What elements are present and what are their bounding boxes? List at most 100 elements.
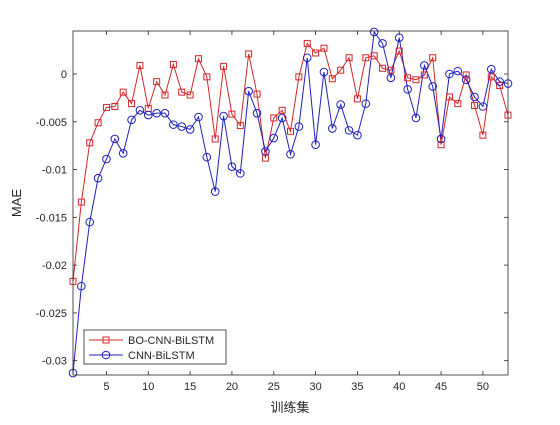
data-point-bo-cnn-bilstm bbox=[136, 61, 144, 69]
data-point-bo-cnn-bilstm bbox=[245, 50, 253, 58]
data-point-bo-cnn-bilstm bbox=[211, 135, 219, 143]
data-point-cnn-bilstm bbox=[420, 61, 429, 70]
data-point-cnn-bilstm bbox=[378, 39, 387, 48]
data-point-cnn-bilstm bbox=[353, 130, 362, 140]
x-tick-label: 5 bbox=[103, 381, 109, 393]
data-point-cnn-bilstm bbox=[160, 108, 170, 118]
data-point-bo-cnn-bilstm bbox=[295, 73, 303, 81]
x-tick-label: 20 bbox=[226, 381, 238, 393]
data-point-bo-cnn-bilstm bbox=[86, 139, 94, 147]
data-point-bo-cnn-bilstm bbox=[479, 131, 487, 139]
data-point-cnn-bilstm bbox=[336, 100, 345, 109]
data-point-bo-cnn-bilstm bbox=[496, 81, 504, 89]
data-point-bo-cnn-bilstm bbox=[471, 102, 479, 110]
data-point-cnn-bilstm bbox=[328, 124, 337, 133]
x-axis-ticks: 5 10 15 20 25 30 35 40 45 50 bbox=[103, 31, 489, 393]
data-point-cnn-bilstm bbox=[344, 126, 354, 135]
data-point-cnn-bilstm bbox=[294, 122, 304, 131]
series-line-bo-cnn-bilstm bbox=[72, 42, 509, 282]
data-point-bo-cnn-bilstm bbox=[412, 76, 420, 84]
data-point-cnn-bilstm bbox=[177, 122, 187, 131]
data-point-cnn-bilstm bbox=[361, 99, 371, 108]
data-point-bo-cnn-bilstm bbox=[370, 52, 378, 60]
data-point-cnn-bilstm bbox=[461, 75, 471, 85]
data-point-bo-cnn-bilstm bbox=[454, 100, 462, 108]
data-point-bo-cnn-bilstm bbox=[161, 91, 169, 99]
data-point-bo-cnn-bilstm bbox=[236, 122, 244, 130]
data-point-bo-cnn-bilstm bbox=[194, 55, 202, 63]
data-point-cnn-bilstm bbox=[403, 84, 412, 94]
data-point-cnn-bilstm bbox=[369, 27, 379, 37]
data-point-bo-cnn-bilstm bbox=[420, 71, 428, 79]
data-point-bo-cnn-bilstm bbox=[404, 74, 412, 82]
series-line-cnn-bilstm bbox=[72, 30, 509, 374]
y-tick-label: -0.03 bbox=[42, 356, 67, 368]
data-point-bo-cnn-bilstm bbox=[169, 60, 177, 68]
x-axis-label: 训练集 bbox=[270, 400, 309, 415]
data-point-bo-cnn-bilstm bbox=[303, 39, 311, 47]
data-point-cnn-bilstm bbox=[135, 106, 145, 115]
x-tick-label: 30 bbox=[309, 381, 321, 393]
series-lines bbox=[72, 30, 509, 374]
data-point-cnn-bilstm bbox=[428, 82, 438, 91]
data-point-cnn-bilstm bbox=[110, 134, 120, 144]
data-point-bo-cnn-bilstm bbox=[287, 127, 294, 135]
data-point-cnn-bilstm bbox=[252, 108, 262, 118]
x-tick-label: 50 bbox=[477, 381, 489, 393]
data-point-cnn-bilstm bbox=[244, 86, 253, 96]
data-point-bo-cnn-bilstm bbox=[178, 88, 186, 96]
data-point-bo-cnn-bilstm bbox=[119, 88, 127, 96]
data-point-cnn-bilstm bbox=[445, 69, 454, 79]
x-tick-label: 40 bbox=[393, 381, 405, 393]
series-markers bbox=[68, 27, 513, 378]
y-tick-label: -0.005 bbox=[36, 117, 67, 129]
data-point-cnn-bilstm bbox=[436, 134, 446, 144]
data-point-cnn-bilstm bbox=[411, 113, 421, 123]
x-tick-label: 10 bbox=[142, 381, 154, 393]
data-point-cnn-bilstm bbox=[152, 108, 161, 118]
data-point-cnn-bilstm bbox=[219, 111, 228, 121]
y-tick-label: -0.01 bbox=[42, 165, 67, 177]
data-point-bo-cnn-bilstm bbox=[345, 54, 353, 62]
x-tick-label: 25 bbox=[268, 381, 280, 393]
data-point-bo-cnn-bilstm bbox=[395, 47, 403, 55]
y-tick-label: -0.015 bbox=[36, 212, 67, 224]
x-tick-label: 45 bbox=[435, 381, 447, 393]
data-point-cnn-bilstm bbox=[227, 162, 237, 171]
data-point-cnn-bilstm bbox=[386, 73, 396, 83]
data-point-cnn-bilstm bbox=[311, 140, 320, 150]
data-point-cnn-bilstm bbox=[93, 173, 103, 183]
x-tick-label: 35 bbox=[351, 381, 363, 393]
data-point-cnn-bilstm bbox=[194, 112, 203, 122]
data-point-bo-cnn-bilstm bbox=[462, 71, 470, 79]
y-tick-label: 0 bbox=[61, 69, 67, 81]
data-point-bo-cnn-bilstm bbox=[328, 75, 336, 83]
data-point-cnn-bilstm bbox=[102, 154, 111, 164]
data-point-cnn-bilstm bbox=[169, 120, 178, 129]
data-point-cnn-bilstm bbox=[118, 149, 128, 158]
data-point-cnn-bilstm bbox=[495, 77, 504, 86]
x-tick-label: 15 bbox=[184, 381, 196, 393]
data-point-bo-cnn-bilstm bbox=[353, 95, 361, 103]
y-tick-label: -0.025 bbox=[36, 308, 67, 320]
legend-label-cnn-bilstm: CNN-BiLSTM bbox=[128, 350, 195, 362]
data-point-bo-cnn-bilstm bbox=[445, 93, 453, 101]
data-point-cnn-bilstm bbox=[202, 152, 212, 162]
legend: BO-CNN-BiLSTM CNN-BiLSTM bbox=[83, 329, 227, 365]
data-point-bo-cnn-bilstm bbox=[94, 119, 102, 127]
data-point-cnn-bilstm bbox=[85, 217, 95, 227]
data-point-cnn-bilstm bbox=[127, 115, 136, 125]
data-point-bo-cnn-bilstm bbox=[429, 54, 437, 62]
data-point-cnn-bilstm bbox=[77, 281, 86, 291]
y-axis-label: MAE bbox=[9, 189, 24, 218]
data-point-bo-cnn-bilstm bbox=[437, 141, 445, 149]
legend-marker-cnn-bilstm bbox=[101, 350, 111, 360]
data-point-cnn-bilstm bbox=[478, 102, 488, 111]
data-point-cnn-bilstm bbox=[470, 92, 479, 102]
data-point-cnn-bilstm bbox=[302, 53, 312, 63]
data-point-bo-cnn-bilstm bbox=[228, 110, 236, 118]
data-point-bo-cnn-bilstm bbox=[337, 66, 345, 74]
legend-marker-bo-cnn-bilstm bbox=[102, 336, 110, 344]
data-point-cnn-bilstm bbox=[236, 169, 245, 178]
legend-label-bo-cnn-bilstm: BO-CNN-BiLSTM bbox=[128, 335, 214, 347]
